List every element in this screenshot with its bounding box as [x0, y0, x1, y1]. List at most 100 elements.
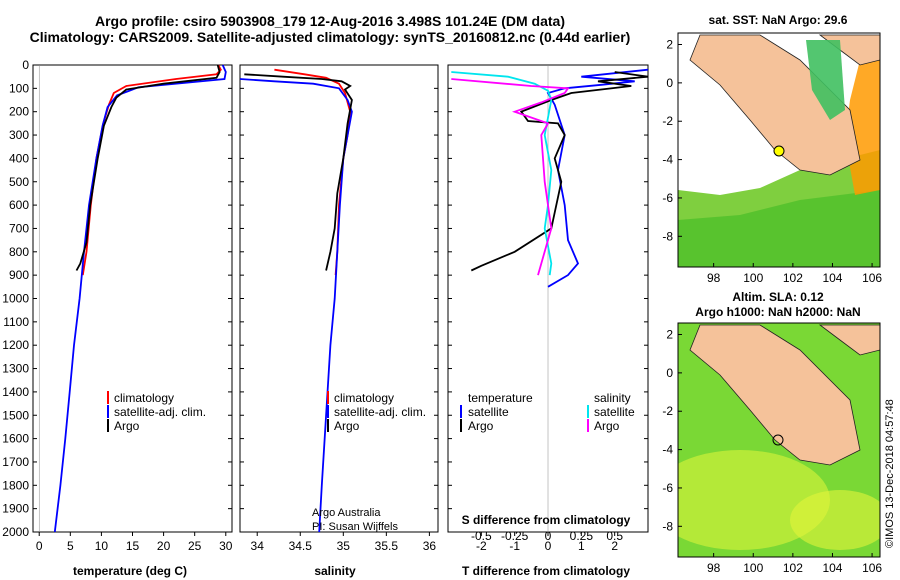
s-diff-tick-label: -0.5	[471, 529, 492, 543]
sla-map-frame	[677, 322, 881, 558]
salinity-axis-label: salinity	[314, 564, 356, 578]
x-tick-label: -1	[509, 539, 520, 553]
y-tick-label: 500	[9, 175, 29, 189]
sst-argo-location-marker	[773, 145, 785, 157]
s-diff-tick-label: 0.25	[570, 529, 594, 543]
sst-ocean-deep	[678, 190, 880, 267]
map-ticks: 98 100 102 104 106 2 0 -2 -4 -6 -8 98 100 102 104 106 2 0…	[662, 38, 882, 575]
s-diff-tick-label: 0.5	[606, 529, 623, 543]
x-tick-label: 34.5	[289, 539, 313, 553]
map-y-tick-label: -2	[662, 404, 673, 418]
y-tick-label: 1800	[2, 478, 29, 492]
sla-map	[678, 323, 880, 557]
s-diff-tick-label: -0.25	[501, 529, 529, 543]
legend-climatology: climatology	[334, 391, 394, 405]
title-line-2: Climatology: CARS2009. Satellite-adjuste…	[30, 29, 631, 45]
y-tick-label: 1400	[2, 385, 29, 399]
map-y-tick-label: 2	[666, 328, 673, 342]
x-tick-label: -2	[476, 539, 487, 553]
map-x-tick-label: 104	[822, 271, 842, 285]
map-x-tick-label: 98	[707, 271, 721, 285]
y-tick-label: 100	[9, 81, 29, 95]
series-line-temperature-argo	[470, 71, 649, 272]
sla-map-title-2: Argo h1000: NaN h2000: NaN	[695, 305, 860, 319]
y-tick-label: 900	[9, 268, 29, 282]
t-difference-axis-label: T difference from climatology	[462, 564, 630, 578]
map-y-tick-label: 2	[666, 38, 673, 52]
map-x-tick-label: 102	[783, 561, 803, 575]
y-tick-label: 1300	[2, 362, 29, 376]
s-difference-axis-label: S difference from climatology	[462, 513, 631, 527]
x-tick-label: 1	[578, 539, 585, 553]
legend-s-argo: Argo	[594, 419, 620, 433]
series-line-satellite-adj-clim-	[53, 64, 227, 533]
temperature-panel: 0 5 10 15 20 25 300100200300400500600700800900…	[2, 58, 232, 553]
map-x-tick-label: 100	[743, 561, 763, 575]
sst-map	[678, 33, 880, 267]
series-line-salinity-argo	[451, 78, 570, 276]
annotation-pi: PI: Susan Wijffels	[312, 521, 398, 533]
x-tick-label: 30	[219, 539, 233, 553]
sst-green-patch	[806, 40, 845, 120]
y-tick-label: 1600	[2, 432, 29, 446]
map-x-tick-label: 104	[822, 561, 842, 575]
x-tick-label: 0	[545, 539, 552, 553]
y-tick-label: 300	[9, 128, 29, 142]
title-line-1: Argo profile: csiro 5903908_179 12-Aug-2…	[95, 13, 565, 29]
x-tick-label: 2	[611, 539, 618, 553]
x-tick-label: 15	[126, 539, 140, 553]
y-tick-label: 1900	[2, 502, 29, 516]
map-y-tick-label: -2	[662, 114, 673, 128]
x-tick-label: 35.5	[375, 539, 399, 553]
legend-argo: Argo	[114, 419, 140, 433]
y-tick-label: 1100	[3, 315, 29, 329]
temperature-legend: climatology satellite-adj. clim. Argo	[107, 391, 206, 433]
x-tick-label: 25	[188, 539, 202, 553]
map-y-tick-label: 0	[666, 76, 673, 90]
map-x-tick-label: 98	[707, 561, 721, 575]
x-tick-label: 5	[67, 539, 74, 553]
series-line-climatology	[81, 64, 222, 276]
y-tick-label: 1500	[2, 408, 29, 422]
y-tick-label: 1700	[2, 455, 29, 469]
legend-satellite-adj: satellite-adj. clim.	[334, 405, 426, 419]
x-tick-label: 20	[157, 539, 171, 553]
s-diff-tick-label: 0	[545, 529, 552, 543]
map-y-tick-label: 0	[666, 366, 673, 380]
salinity-legend: climatology satellite-adj. clim. Argo	[327, 391, 426, 433]
sst-map-frame	[677, 32, 881, 268]
plot-frame	[239, 64, 439, 533]
map-y-tick-label: -6	[662, 481, 673, 495]
series-line-temperature-satellite	[546, 68, 649, 288]
y-tick-label: 1200	[2, 338, 29, 352]
y-tick-label: 1000	[2, 292, 29, 306]
legend-t-argo: Argo	[468, 419, 494, 433]
annotation-argo-australia: Argo Australia	[312, 507, 381, 519]
map-x-tick-label: 106	[862, 271, 882, 285]
legend-argo: Argo	[334, 419, 360, 433]
map-y-tick-label: -8	[662, 229, 673, 243]
map-y-tick-label: -8	[662, 519, 673, 533]
sla-map-title-1: Altim. SLA: 0.12	[732, 290, 824, 304]
y-tick-label: 200	[9, 105, 29, 119]
x-tick-label: 10	[95, 539, 109, 553]
map-y-tick-label: -6	[662, 191, 673, 205]
sla-sumatra-land	[689, 324, 861, 466]
legend-climatology: climatology	[114, 391, 174, 405]
y-tick-label: 800	[9, 245, 29, 259]
sla-high-patch-2	[790, 490, 880, 550]
legend-satellite-adj: satellite-adj. clim.	[114, 405, 206, 419]
series-line-salinity-satellite	[451, 71, 553, 276]
map-x-tick-label: 100	[743, 271, 763, 285]
sla-malaysia-land	[818, 324, 880, 356]
series-line-climatology	[274, 68, 352, 276]
y-tick-label: 0	[22, 58, 29, 72]
map-x-tick-label: 102	[783, 271, 803, 285]
x-tick-label: 36	[423, 539, 437, 553]
series-line-satellite-adj-clim-	[239, 78, 353, 533]
difference-legend: temperature salinity satellite Argo sate…	[460, 391, 635, 433]
legend-temperature-title: temperature	[468, 391, 533, 405]
legend-s-satellite: satellite	[594, 405, 635, 419]
sst-map-title: sat. SST: NaN Argo: 29.6	[709, 13, 848, 27]
